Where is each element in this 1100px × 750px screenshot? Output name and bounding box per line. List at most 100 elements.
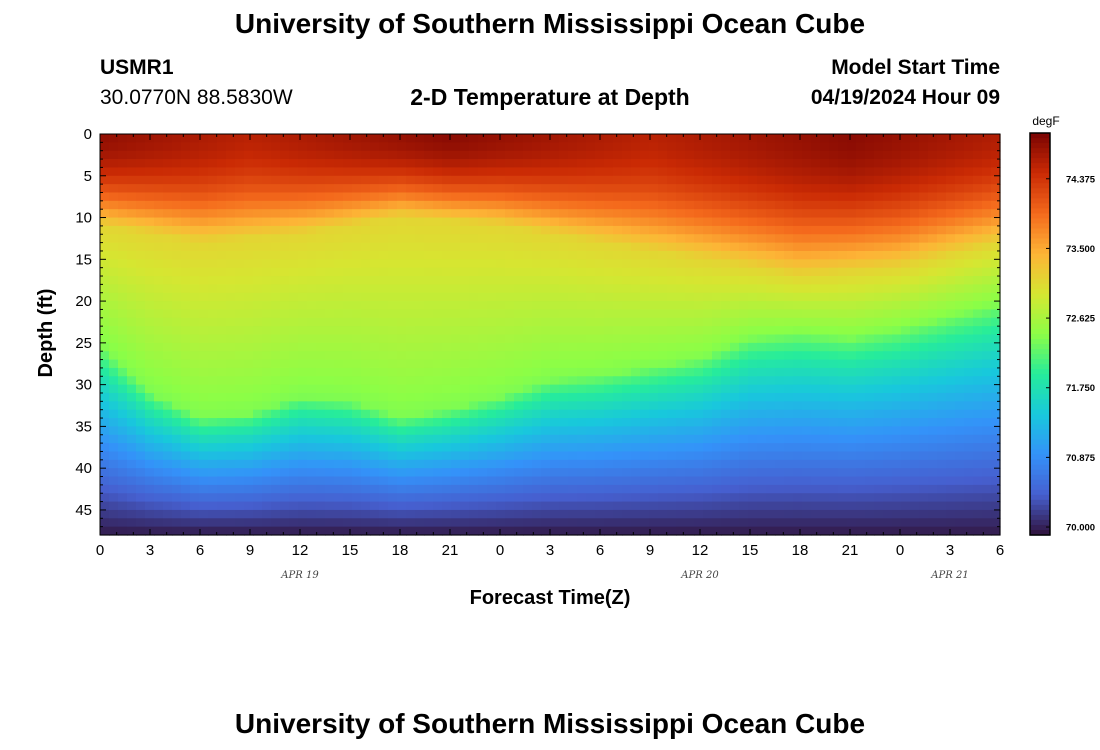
heatmap-cell <box>424 484 434 494</box>
heatmap-cell <box>127 209 137 219</box>
heatmap-cell <box>730 284 740 294</box>
heatmap-cell <box>964 167 974 177</box>
heatmap-cell <box>694 192 704 202</box>
heatmap-cell <box>244 292 254 302</box>
heatmap-cell <box>460 401 470 411</box>
heatmap-cell <box>316 192 326 202</box>
heatmap-cell <box>379 317 389 327</box>
heatmap-cell <box>901 242 911 252</box>
heatmap-cell <box>865 276 875 285</box>
heatmap-cell <box>163 392 173 402</box>
heatmap-cell <box>649 409 659 419</box>
heatmap-cell <box>685 526 695 536</box>
heatmap-cell <box>226 384 236 394</box>
heatmap-cell <box>298 175 308 185</box>
heatmap-cell <box>649 493 659 503</box>
heatmap-cell <box>271 367 281 377</box>
heatmap-cell <box>559 493 569 503</box>
heatmap-cell <box>721 409 731 419</box>
heatmap-cell <box>415 434 425 444</box>
heatmap-cell <box>586 476 596 486</box>
heatmap-cell <box>361 175 371 185</box>
heatmap-cell <box>937 259 947 269</box>
heatmap-cell <box>595 159 605 169</box>
heatmap-cell <box>577 250 587 260</box>
heatmap-cell <box>136 401 146 411</box>
heatmap-cell <box>325 234 335 244</box>
heatmap-cell <box>469 192 479 202</box>
heatmap-cell <box>352 518 362 528</box>
heatmap-cell <box>217 159 227 169</box>
heatmap-cell <box>280 451 290 461</box>
heatmap-cell <box>289 451 299 461</box>
heatmap-cell <box>568 384 578 394</box>
heatmap-cell <box>163 200 173 210</box>
heatmap-cell <box>622 326 632 336</box>
heatmap-cell <box>928 167 938 177</box>
heatmap-cell <box>937 150 947 160</box>
heatmap-cell <box>118 468 128 478</box>
heatmap-cell <box>496 276 506 285</box>
heatmap-cell <box>928 326 938 336</box>
heatmap-cell <box>208 509 218 519</box>
heatmap-cell <box>613 217 623 227</box>
heatmap-cell <box>424 384 434 394</box>
heatmap-cell <box>928 309 938 319</box>
heatmap-cell <box>730 384 740 394</box>
heatmap-cell <box>154 259 164 269</box>
heatmap-cell <box>730 426 740 436</box>
heatmap-cell <box>109 209 119 219</box>
heatmap-cell <box>748 409 758 419</box>
heatmap-cell <box>631 426 641 436</box>
heatmap-cell <box>262 493 272 503</box>
heatmap-cell <box>559 367 569 377</box>
heatmap-cell <box>118 134 128 143</box>
heatmap-cell <box>361 359 371 369</box>
heatmap-cell <box>667 276 677 285</box>
heatmap-cell <box>244 526 254 536</box>
heatmap-cell <box>154 292 164 302</box>
heatmap-cell <box>766 200 776 210</box>
heatmap-cell <box>109 518 119 528</box>
heatmap-cell <box>874 284 884 294</box>
heatmap-cell <box>343 309 353 319</box>
heatmap-cell <box>604 351 614 361</box>
heatmap-cell <box>838 342 848 352</box>
heatmap-cell <box>694 209 704 219</box>
heatmap-cell <box>514 334 524 344</box>
heatmap-cell <box>172 434 182 444</box>
heatmap-cell <box>172 376 182 386</box>
heatmap-cell <box>352 418 362 427</box>
heatmap-cell <box>766 384 776 394</box>
heatmap-cell <box>586 434 596 444</box>
heatmap-cell <box>343 526 353 536</box>
heatmap-cell <box>586 167 596 177</box>
heatmap-cell <box>739 518 749 528</box>
heatmap-cell <box>586 451 596 461</box>
heatmap-cell <box>478 367 488 377</box>
heatmap-cell <box>928 476 938 486</box>
heatmap-cell <box>109 468 119 478</box>
heatmap-cell <box>703 334 713 344</box>
heatmap-cell <box>343 276 353 285</box>
heatmap-cell <box>307 200 317 210</box>
heatmap-cell <box>271 200 281 210</box>
heatmap-cell <box>901 284 911 294</box>
heatmap-cell <box>415 501 425 511</box>
heatmap-cell <box>946 418 956 427</box>
heatmap-cell <box>154 142 164 152</box>
heatmap-cell <box>667 209 677 219</box>
heatmap-cell <box>928 267 938 277</box>
heatmap-cell <box>541 384 551 394</box>
heatmap-cell <box>469 134 479 143</box>
heatmap-cell <box>730 468 740 478</box>
heatmap-cell <box>379 384 389 394</box>
heatmap-cell <box>451 184 461 194</box>
heatmap-cell <box>406 225 416 235</box>
heatmap-cell <box>307 159 317 169</box>
heatmap-cell <box>640 501 650 511</box>
y-tick-label: 45 <box>75 502 92 519</box>
heatmap-cell <box>460 250 470 260</box>
x-tick-label: 0 <box>496 542 504 559</box>
heatmap-cell <box>217 234 227 244</box>
